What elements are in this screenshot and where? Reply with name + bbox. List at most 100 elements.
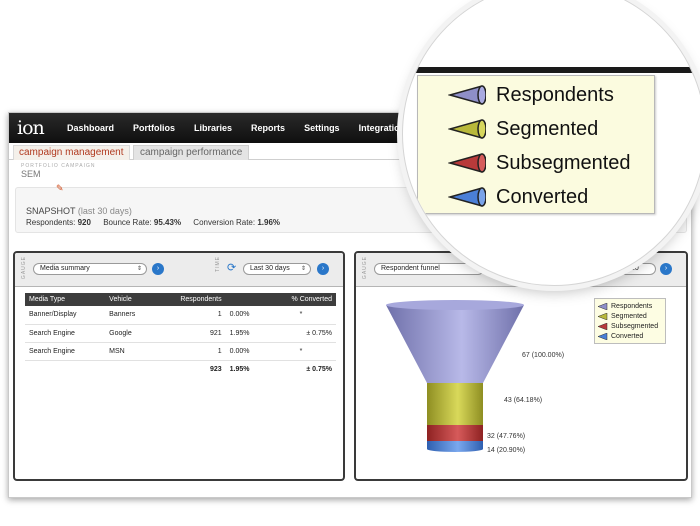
respondents-label: Respondents: bbox=[26, 218, 76, 227]
zoom-magnifier: Respondents Segmented Subsegmented Conve… bbox=[402, 0, 700, 286]
cell: Search Engine bbox=[25, 324, 106, 343]
funnel-label-subsegmented: 32 (47.76%) bbox=[487, 433, 526, 440]
gauge-label: GAUGE bbox=[362, 256, 368, 280]
cell: 1 bbox=[154, 342, 226, 361]
tab-campaign-performance[interactable]: campaign performance bbox=[133, 145, 250, 160]
funnel-gauge-select[interactable]: Respondent funnel bbox=[374, 263, 484, 275]
nav-integration[interactable]: Integration bbox=[358, 123, 406, 133]
zoom-legend-item-converted: Converted bbox=[448, 182, 588, 212]
nav-libraries[interactable]: Libraries bbox=[194, 123, 233, 133]
col-converted[interactable]: % Converted bbox=[265, 293, 336, 306]
breadcrumb-labels: PORTFOLIO CAMPAIGN bbox=[21, 163, 96, 169]
legend-item: Segmented bbox=[597, 312, 662, 322]
legend-item: Converted bbox=[597, 332, 662, 342]
funnel-legend: Respondents Segmented Subsegmented Conve… bbox=[594, 298, 666, 344]
media-table: Media Type Vehicle Respondents % Convert… bbox=[25, 293, 336, 378]
total-rate: 1.95% bbox=[229, 365, 250, 373]
table-header-row: Media Type Vehicle Respondents % Convert… bbox=[25, 293, 336, 306]
cell: 1 bbox=[154, 306, 226, 325]
snapshot-title: SNAPSHOT (last 30 days) bbox=[26, 206, 132, 216]
nav-reports[interactable]: Reports bbox=[251, 123, 286, 133]
table-row: Search Engine MSN 1 0.00% * bbox=[25, 342, 336, 361]
cone-icon bbox=[448, 85, 486, 105]
zoom-legend-label: Converted bbox=[496, 185, 589, 208]
zoom-background bbox=[403, 0, 700, 66]
gauge-select[interactable]: Media summary ⇕ bbox=[33, 263, 147, 275]
legend-label: Subsegmented bbox=[611, 323, 659, 330]
breadcrumb[interactable]: SEM bbox=[21, 169, 41, 179]
nav-portfolios[interactable]: Portfolios bbox=[133, 123, 176, 133]
legend-label: Segmented bbox=[611, 313, 647, 320]
cell bbox=[105, 360, 154, 378]
bounce-label: Bounce Rate: bbox=[103, 218, 152, 227]
chevron-down-icon: ⇕ bbox=[136, 266, 142, 272]
table-row: Search Engine Google 921 1.95% ± 0.75% bbox=[25, 324, 336, 343]
cell: Banner/Display bbox=[25, 306, 106, 325]
cell: 0.00% bbox=[225, 342, 266, 361]
zoom-header-bar bbox=[403, 67, 700, 73]
zoom-legend-item-respondents: Respondents bbox=[448, 80, 614, 110]
conversion-label: Conversion Rate: bbox=[193, 218, 256, 227]
cell: Google bbox=[105, 324, 155, 343]
bounce-value: 95.43% bbox=[153, 218, 182, 227]
funnel-segment-segmented[interactable] bbox=[427, 383, 483, 428]
snapshot-metrics: Respondents: 920 Bounce Rate: 95.43% Con… bbox=[26, 218, 290, 227]
time-select-value: Last 30 days bbox=[250, 265, 290, 272]
panel-header: GAUGE Media summary ⇕ › TIME ⟳ Last 30 d… bbox=[15, 253, 343, 287]
cone-icon bbox=[448, 187, 486, 207]
legend-label: Respondents bbox=[611, 303, 653, 310]
cell bbox=[25, 360, 105, 378]
go-button[interactable]: › bbox=[152, 263, 164, 275]
total-respondents: 923 bbox=[209, 365, 222, 373]
time-select[interactable]: Last 30 days ⇕ bbox=[243, 263, 311, 275]
cell: Search Engine bbox=[25, 342, 106, 361]
col-vehicle[interactable]: Vehicle bbox=[105, 293, 155, 306]
refresh-icon[interactable]: ⟳ bbox=[227, 262, 237, 274]
gauge-label: GAUGE bbox=[21, 256, 27, 280]
pencil-icon[interactable]: ✎ bbox=[56, 183, 64, 193]
cell: 1.95% bbox=[225, 324, 266, 343]
snapshot-title-text: SNAPSHOT bbox=[26, 206, 76, 216]
nav-settings[interactable]: Settings bbox=[304, 123, 340, 133]
cell: 0.00% bbox=[225, 306, 266, 325]
ion-logo: ion bbox=[17, 117, 45, 139]
legend-item: Subsegmented bbox=[597, 322, 662, 332]
time-go-button[interactable]: › bbox=[317, 263, 329, 275]
funnel-segment-converted[interactable] bbox=[427, 441, 483, 452]
time-label: TIME bbox=[215, 256, 221, 272]
cell: * bbox=[265, 306, 336, 325]
funnel-label-converted: 14 (20.90%) bbox=[487, 447, 526, 454]
cell: 921 bbox=[154, 324, 226, 343]
chevron-down-icon: ⇕ bbox=[300, 266, 306, 272]
tab-campaign-management[interactable]: campaign management bbox=[13, 145, 130, 160]
zoom-legend-label: Respondents bbox=[496, 83, 614, 106]
respondents-value: 920 bbox=[77, 218, 91, 227]
snapshot-period: (last 30 days) bbox=[77, 206, 132, 216]
legend-item: Respondents bbox=[597, 302, 662, 312]
funnel-label-respondents: 67 (100.00%) bbox=[522, 352, 565, 359]
funnel-gauge-select-value: Respondent funnel bbox=[381, 265, 440, 272]
funnel-segment-respondents[interactable] bbox=[386, 305, 524, 386]
col-respondents[interactable]: Respondents bbox=[154, 293, 226, 306]
zoom-legend-label: Segmented bbox=[496, 117, 599, 140]
cell: * bbox=[265, 342, 336, 361]
funnel-chart bbox=[386, 300, 524, 452]
cell: ± 0.75% bbox=[265, 324, 336, 343]
col-media-type[interactable]: Media Type bbox=[25, 293, 106, 306]
zoom-legend-item-segmented: Segmented bbox=[448, 114, 598, 144]
funnel-go-button[interactable]: › bbox=[660, 263, 672, 275]
main-nav: Dashboard Portfolios Libraries Reports S… bbox=[67, 113, 424, 143]
legend-label: Converted bbox=[611, 333, 644, 340]
cone-icon bbox=[448, 153, 486, 173]
funnel-segment-subsegmented[interactable] bbox=[427, 425, 483, 444]
col-blank bbox=[225, 293, 266, 306]
respondent-funnel-panel: GAUGE Respondent funnel 10 › 67 (100.00%… bbox=[354, 251, 688, 481]
cone-icon bbox=[448, 119, 486, 139]
zoom-legend-item-subsegmented: Subsegmented bbox=[448, 148, 631, 178]
total-margin: ± 0.75% bbox=[306, 365, 332, 373]
cell: Banners bbox=[105, 306, 155, 325]
nav-dashboard[interactable]: Dashboard bbox=[67, 123, 115, 133]
table-row: Banner/Display Banners 1 0.00% * bbox=[25, 306, 336, 325]
partial-select-value: 10 bbox=[631, 265, 639, 272]
zoom-legend-label: Subsegmented bbox=[496, 151, 631, 174]
